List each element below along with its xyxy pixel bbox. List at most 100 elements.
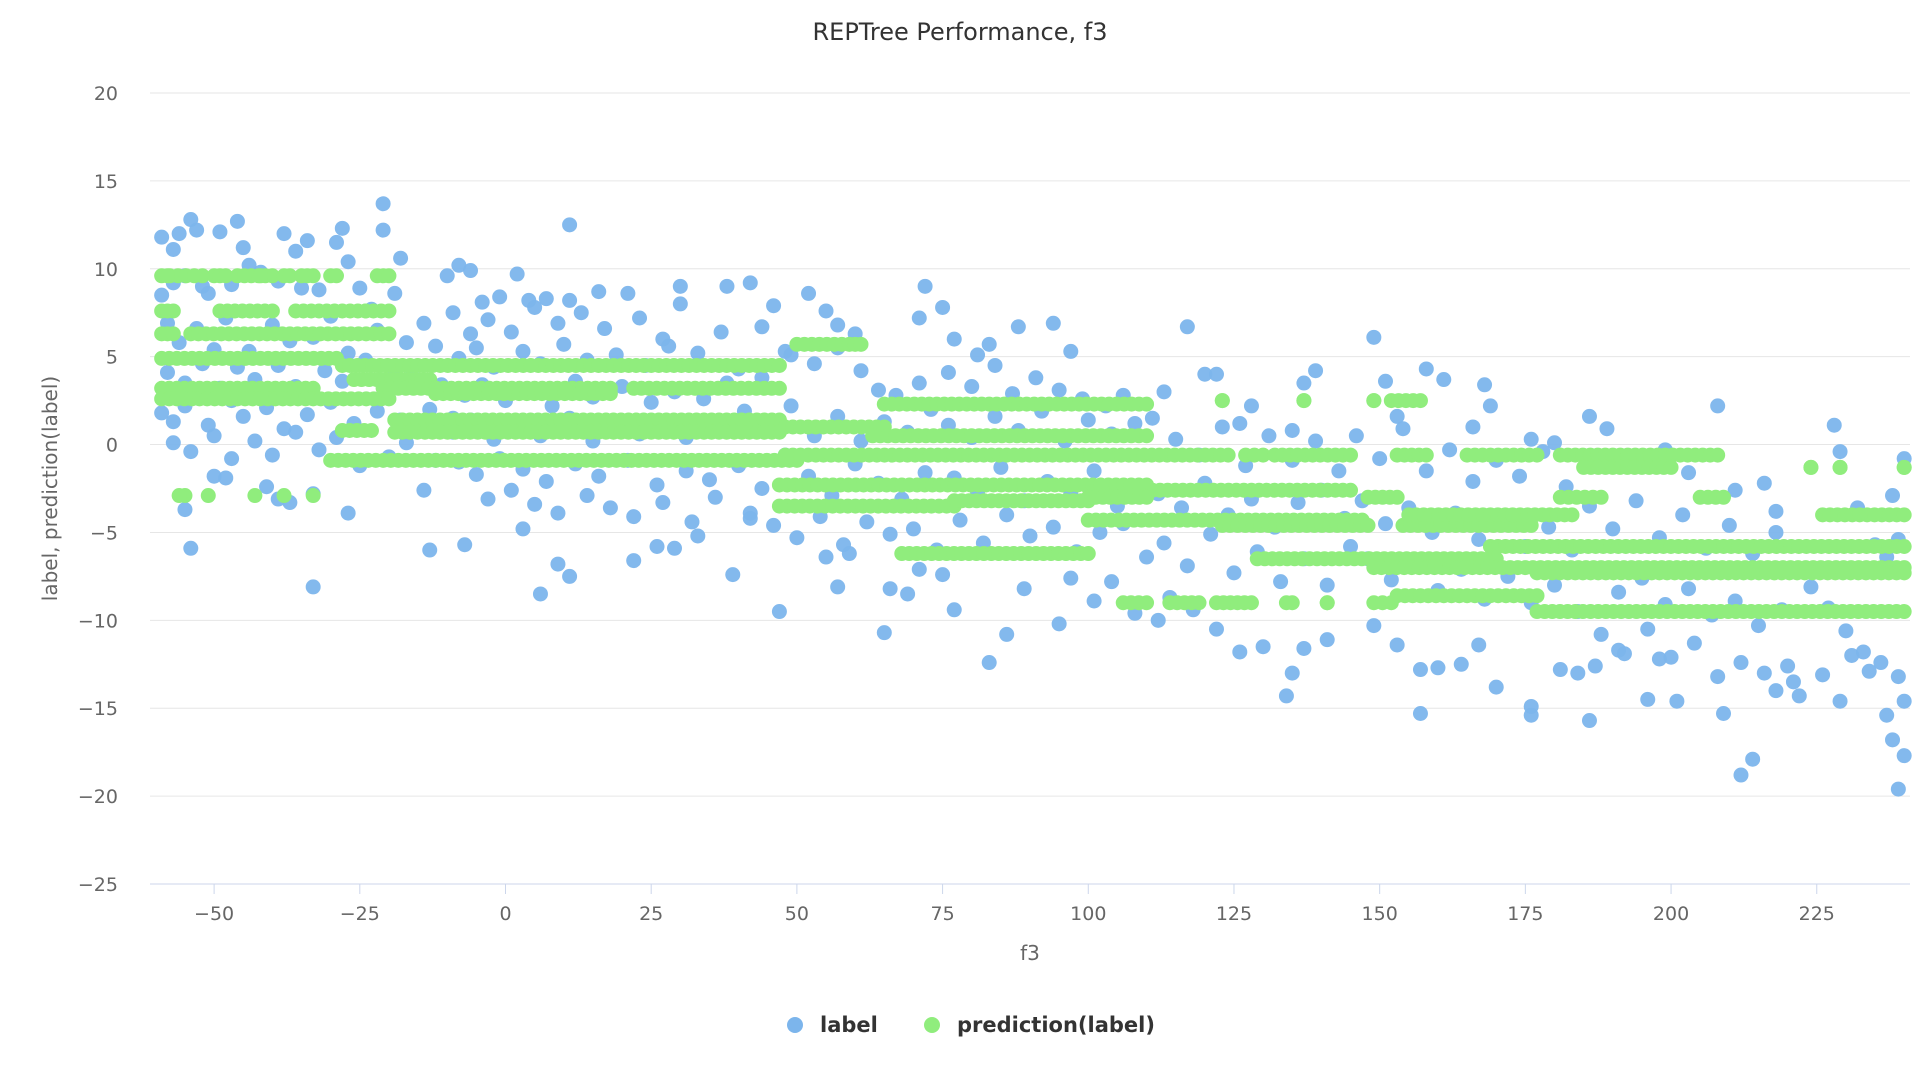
label-point[interactable] (766, 298, 782, 314)
label-point[interactable] (853, 363, 869, 379)
prediction-point[interactable] (771, 380, 787, 396)
prediction-point[interactable] (294, 268, 310, 284)
label-point[interactable] (579, 488, 595, 504)
label-point[interactable] (1768, 683, 1784, 699)
prediction-point[interactable] (1319, 595, 1335, 611)
label-point[interactable] (1768, 524, 1784, 540)
prediction-point[interactable] (1139, 428, 1155, 444)
label-point[interactable] (690, 528, 706, 544)
label-point[interactable] (1896, 693, 1912, 709)
label-point[interactable] (1308, 433, 1324, 449)
label-point[interactable] (632, 310, 648, 326)
label-point[interactable] (1832, 693, 1848, 709)
prediction-point[interactable] (381, 326, 397, 342)
label-point[interactable] (1750, 618, 1766, 634)
label-point[interactable] (1051, 382, 1067, 398)
label-point[interactable] (830, 317, 846, 333)
label-point[interactable] (311, 282, 327, 298)
label-point[interactable] (1243, 398, 1259, 414)
label-point[interactable] (1453, 656, 1469, 672)
label-point[interactable] (1640, 621, 1656, 637)
label-point[interactable] (1442, 442, 1458, 458)
prediction-point[interactable] (276, 488, 292, 504)
label-point[interactable] (1226, 565, 1242, 581)
label-point[interactable] (1092, 524, 1108, 540)
label-point[interactable] (1273, 574, 1289, 590)
label-point[interactable] (159, 364, 175, 380)
label-point[interactable] (294, 280, 310, 296)
label-point[interactable] (917, 278, 933, 294)
label-point[interactable] (1547, 435, 1563, 451)
label-point[interactable] (1372, 451, 1388, 467)
prediction-point[interactable] (165, 326, 181, 342)
label-point[interactable] (1815, 667, 1831, 683)
label-point[interactable] (801, 285, 817, 301)
label-point[interactable] (165, 435, 181, 451)
label-point[interactable] (154, 229, 170, 245)
label-point[interactable] (911, 375, 927, 391)
label-point[interactable] (550, 556, 566, 572)
label-point[interactable] (235, 408, 251, 424)
label-point[interactable] (527, 496, 543, 512)
prediction-point[interactable] (1139, 489, 1155, 505)
label-point[interactable] (1599, 421, 1615, 437)
label-point[interactable] (649, 539, 665, 555)
label-point[interactable] (1471, 637, 1487, 653)
label-point[interactable] (742, 505, 758, 521)
label-point[interactable] (1855, 644, 1871, 660)
label-point[interactable] (474, 294, 490, 310)
label-point[interactable] (206, 468, 222, 484)
prediction-point[interactable] (1360, 517, 1376, 533)
label-point[interactable] (1104, 574, 1120, 590)
label-point[interactable] (1150, 612, 1166, 628)
label-point[interactable] (154, 287, 170, 303)
label-point[interactable] (1377, 516, 1393, 532)
label-point[interactable] (818, 549, 834, 565)
label-point[interactable] (1710, 398, 1726, 414)
prediction-point[interactable] (328, 268, 344, 284)
label-point[interactable] (1174, 500, 1190, 516)
label-point[interactable] (1296, 375, 1312, 391)
prediction-point[interactable] (1716, 489, 1732, 505)
label-point[interactable] (1127, 415, 1143, 431)
label-point[interactable] (1826, 417, 1842, 433)
label-point[interactable] (1232, 415, 1248, 431)
legend-item-prediction[interactable]: prediction(label) (924, 1013, 1155, 1037)
prediction-point[interactable] (1663, 459, 1679, 475)
label-point[interactable] (1179, 319, 1195, 335)
label-point[interactable] (1523, 698, 1539, 714)
label-point[interactable] (1721, 517, 1737, 533)
label-point[interactable] (1045, 519, 1061, 535)
label-point[interactable] (643, 394, 659, 410)
label-point[interactable] (451, 257, 467, 273)
label-point[interactable] (334, 373, 350, 389)
label-point[interactable] (1879, 707, 1895, 723)
label-point[interactable] (946, 602, 962, 618)
label-point[interactable] (1733, 767, 1749, 783)
label-point[interactable] (1587, 658, 1603, 674)
label-point[interactable] (422, 542, 438, 558)
label-point[interactable] (970, 347, 986, 363)
label-point[interactable] (1663, 649, 1679, 665)
prediction-point[interactable] (1529, 588, 1545, 604)
prediction-point[interactable] (159, 268, 175, 284)
label-point[interactable] (684, 514, 700, 530)
prediction-point[interactable] (1896, 507, 1912, 523)
label-point[interactable] (707, 489, 723, 505)
label-point[interactable] (1465, 473, 1481, 489)
prediction-point[interactable] (1896, 565, 1912, 581)
label-point[interactable] (1395, 421, 1411, 437)
prediction-point[interactable] (1080, 546, 1096, 562)
label-point[interactable] (416, 482, 432, 498)
label-point[interactable] (1465, 419, 1481, 435)
label-point[interactable] (183, 444, 199, 460)
label-point[interactable] (288, 424, 304, 440)
label-point[interactable] (1278, 688, 1294, 704)
label-point[interactable] (1418, 463, 1434, 479)
label-point[interactable] (154, 405, 170, 421)
label-point[interactable] (556, 336, 572, 352)
label-point[interactable] (200, 285, 216, 301)
label-point[interactable] (1756, 665, 1772, 681)
label-point[interactable] (882, 526, 898, 542)
label-point[interactable] (1791, 688, 1807, 704)
